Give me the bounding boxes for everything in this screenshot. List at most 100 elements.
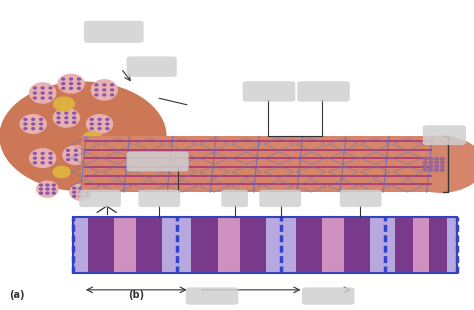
Circle shape <box>85 195 88 197</box>
FancyBboxPatch shape <box>423 125 466 145</box>
Circle shape <box>57 117 60 119</box>
Circle shape <box>429 161 433 164</box>
Circle shape <box>57 112 60 114</box>
Circle shape <box>62 78 65 80</box>
Circle shape <box>100 165 102 167</box>
Circle shape <box>79 195 82 197</box>
Ellipse shape <box>37 181 58 197</box>
Ellipse shape <box>58 74 84 93</box>
Circle shape <box>74 159 77 161</box>
FancyBboxPatch shape <box>84 21 144 43</box>
Circle shape <box>78 87 81 89</box>
Circle shape <box>46 188 49 190</box>
FancyBboxPatch shape <box>127 56 177 77</box>
Circle shape <box>90 128 93 130</box>
Circle shape <box>0 82 166 191</box>
Circle shape <box>106 123 109 125</box>
Bar <box>296 217 370 273</box>
Circle shape <box>73 122 76 123</box>
Circle shape <box>41 157 44 159</box>
FancyBboxPatch shape <box>186 287 238 305</box>
Circle shape <box>66 149 69 151</box>
Circle shape <box>70 78 73 80</box>
Circle shape <box>73 191 75 193</box>
Circle shape <box>49 157 52 159</box>
Circle shape <box>40 128 43 130</box>
Circle shape <box>440 169 444 171</box>
FancyBboxPatch shape <box>297 81 350 102</box>
Circle shape <box>90 118 93 120</box>
Circle shape <box>440 161 444 164</box>
Bar <box>413 217 429 273</box>
Circle shape <box>32 128 35 130</box>
Circle shape <box>106 118 109 120</box>
Circle shape <box>53 188 55 190</box>
Circle shape <box>33 92 36 94</box>
Circle shape <box>90 123 93 125</box>
Circle shape <box>106 128 109 130</box>
Circle shape <box>66 154 69 156</box>
Circle shape <box>24 123 27 125</box>
Circle shape <box>108 156 110 157</box>
Circle shape <box>53 166 70 178</box>
Circle shape <box>40 192 43 194</box>
FancyBboxPatch shape <box>79 190 121 207</box>
Circle shape <box>98 128 101 130</box>
FancyBboxPatch shape <box>243 81 295 102</box>
Circle shape <box>41 92 44 94</box>
Circle shape <box>46 192 49 194</box>
Circle shape <box>53 184 55 186</box>
Text: (b): (b) <box>128 290 144 299</box>
Circle shape <box>40 184 43 186</box>
FancyBboxPatch shape <box>259 190 301 207</box>
Circle shape <box>82 159 85 161</box>
Circle shape <box>24 128 27 130</box>
Circle shape <box>33 157 36 159</box>
Circle shape <box>78 78 81 80</box>
Circle shape <box>111 94 114 96</box>
Circle shape <box>49 153 52 154</box>
Circle shape <box>435 157 438 160</box>
Bar <box>81 136 441 192</box>
Circle shape <box>100 160 102 162</box>
Circle shape <box>103 84 106 86</box>
Circle shape <box>65 112 68 114</box>
Circle shape <box>40 118 43 120</box>
Circle shape <box>46 184 49 186</box>
Circle shape <box>398 136 474 192</box>
Circle shape <box>41 87 44 89</box>
Circle shape <box>33 162 36 164</box>
FancyBboxPatch shape <box>138 190 180 207</box>
Circle shape <box>423 169 427 171</box>
Circle shape <box>115 156 118 157</box>
Circle shape <box>103 89 106 91</box>
Circle shape <box>108 160 110 162</box>
Ellipse shape <box>29 149 56 167</box>
Circle shape <box>79 191 82 193</box>
Circle shape <box>49 87 52 89</box>
Bar <box>114 217 137 273</box>
Circle shape <box>423 157 427 160</box>
Circle shape <box>32 118 35 120</box>
Circle shape <box>24 118 27 120</box>
Circle shape <box>53 192 55 194</box>
Circle shape <box>98 118 101 120</box>
Circle shape <box>70 83 73 85</box>
Circle shape <box>83 132 102 144</box>
Circle shape <box>57 122 60 123</box>
Circle shape <box>435 165 438 167</box>
Bar <box>191 217 266 273</box>
Circle shape <box>73 117 76 119</box>
FancyBboxPatch shape <box>302 287 355 305</box>
Ellipse shape <box>96 152 122 171</box>
Circle shape <box>74 154 77 156</box>
Circle shape <box>33 97 36 99</box>
Circle shape <box>41 97 44 99</box>
Circle shape <box>95 89 98 91</box>
Circle shape <box>65 117 68 119</box>
Ellipse shape <box>70 184 91 200</box>
Circle shape <box>423 161 427 164</box>
Circle shape <box>95 94 98 96</box>
Circle shape <box>41 153 44 154</box>
Circle shape <box>73 187 75 189</box>
